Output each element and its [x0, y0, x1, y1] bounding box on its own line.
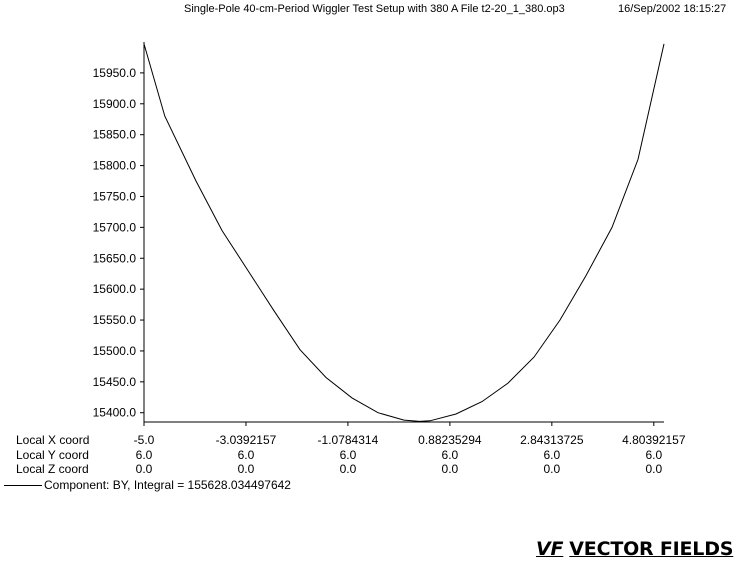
coord-row-label: Local Y coord: [16, 448, 89, 462]
coord-cell: 6.0: [339, 448, 357, 462]
y-tick-label: 15500.0: [93, 344, 137, 358]
coord-cell: 0.88235294: [418, 433, 482, 447]
coord-cell: 0.0: [237, 462, 255, 476]
y-tick-label: 15950.0: [93, 66, 137, 80]
y-tick-label: 15550.0: [93, 313, 137, 327]
y-tick-label: 15600.0: [93, 282, 137, 296]
legend-label: Component: BY, Integral = 155628.0344976…: [44, 478, 291, 492]
y-tick-label: 15400.0: [93, 406, 137, 420]
coord-cell: -5.0: [133, 433, 155, 447]
y-tick-label: 15450.0: [93, 375, 137, 389]
legend-swatch: [4, 485, 42, 486]
legend-entry: Component: BY, Integral = 155628.0344976…: [4, 478, 291, 492]
y-tick-label: 15650.0: [93, 251, 137, 265]
coord-cell: 6.0: [645, 448, 663, 462]
logo-text: VECTOR FIELDS: [569, 538, 734, 560]
coord-cell: -3.0392157: [215, 433, 277, 447]
coord-cell: 6.0: [135, 448, 153, 462]
y-axis: 15400.0 15450.0 15500.0 15550.0 15600.0 15650…: [93, 42, 145, 422]
coord-cell: 6.0: [543, 448, 561, 462]
page-title: Single-Pole 40-cm-Period Wiggler Test Se…: [184, 3, 565, 15]
y-tick-label: 15850.0: [93, 128, 137, 142]
coord-row-label: Local Z coord: [16, 462, 89, 476]
coord-cell: 0.0: [543, 462, 561, 476]
y-tick-label: 15900.0: [93, 97, 137, 111]
coord-cell: 0.0: [339, 462, 357, 476]
y-tick-label: 15750.0: [93, 189, 137, 203]
y-tick-label: 15700.0: [93, 220, 137, 234]
coord-cell: -1.0784314: [317, 433, 379, 447]
series-group: [143, 43, 665, 422]
coord-cell: 0.0: [441, 462, 459, 476]
coord-cell: 0.0: [645, 462, 663, 476]
y-tick-label: 15800.0: [93, 159, 137, 173]
coord-cell: 6.0: [237, 448, 255, 462]
coord-cell: 2.84313725: [520, 433, 584, 447]
logo-mark: VF: [536, 538, 564, 560]
coord-row-label: Local X coord: [16, 433, 90, 447]
coord-cell: 4.80392157: [622, 433, 686, 447]
series-line-by: [143, 43, 665, 422]
coord-cell: 6.0: [441, 448, 459, 462]
timestamp: 16/Sep/2002 18:15:27: [618, 3, 727, 15]
x-axis: [143, 421, 664, 426]
coord-cell: 0.0: [135, 462, 153, 476]
vector-fields-logo: VF VECTOR FIELDS: [536, 538, 733, 560]
